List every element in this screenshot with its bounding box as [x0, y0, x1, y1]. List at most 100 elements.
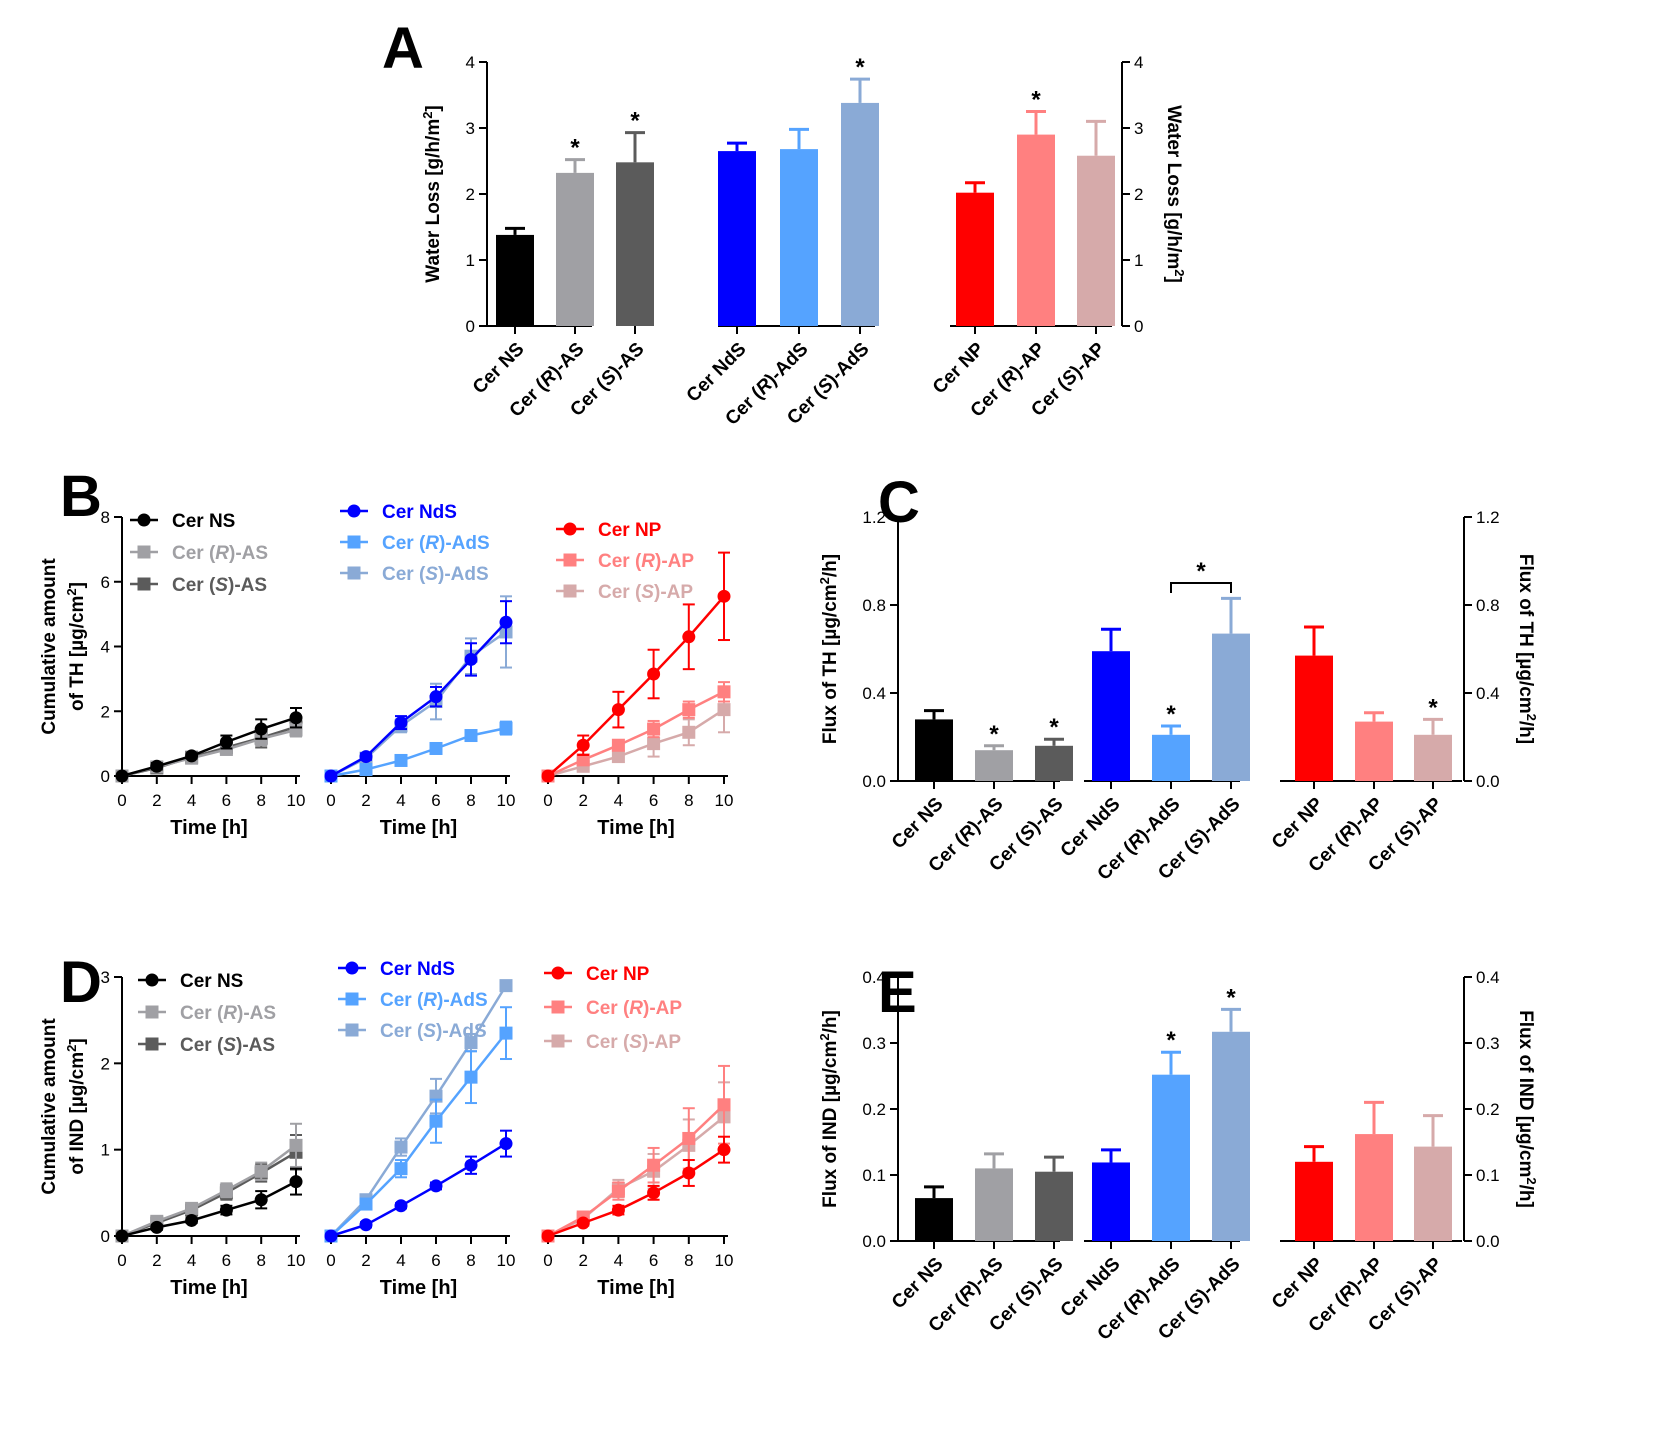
x-tick-label: 4 [614, 1251, 623, 1270]
significance-star-cer-s-ap: * [1428, 694, 1438, 721]
x-tick-label: 4 [187, 1251, 196, 1270]
x-tick-label: 10 [287, 791, 306, 810]
x-tick-label: 0 [117, 791, 126, 810]
data-point-cer-ns [219, 735, 233, 749]
bar-cer-np [1295, 655, 1333, 781]
y-axis-title: Flux of TH [µg/cm2/h] [817, 554, 842, 744]
bar-cer-r-as [975, 750, 1013, 781]
data-point-cer-r-ap [611, 1184, 625, 1198]
bar-cer-r-ads [780, 149, 818, 326]
data-point-cer-r-ap [717, 1098, 731, 1112]
legend-marker-cer-s-as [137, 577, 151, 591]
data-point-cer-s-ads [464, 1036, 478, 1050]
data-point-cer-np [576, 1216, 590, 1230]
data-point-cer-ns [254, 1193, 268, 1207]
x-tick-label: 0 [543, 1251, 552, 1270]
y-tick-label-right: 2 [1134, 185, 1143, 204]
series-line-cer-ns [121, 716, 297, 778]
y-tick-label-right: 0.2 [1476, 1100, 1500, 1119]
x-tick-label: 6 [649, 1251, 658, 1270]
legend-label-cer-s-as: Cer (S)-AS [172, 575, 267, 596]
x-tick-label: 6 [222, 791, 231, 810]
legend-marker-cer-s-ads [345, 1023, 359, 1037]
data-point-cer-s-ap [682, 725, 696, 739]
y-axis-title-line2: of TH [µg/cm2] [64, 582, 89, 711]
bar-cer-s-ap [1077, 155, 1115, 326]
bar-cer-np [1295, 1161, 1333, 1241]
x-tick-label: 2 [578, 791, 587, 810]
data-point-cer-ns [185, 1213, 199, 1227]
series-line-cer-nds [330, 621, 507, 778]
y-tick-label-right: 1 [1134, 251, 1143, 270]
legend-marker-cer-ns [137, 513, 151, 527]
data-point-cer-r-ads [499, 721, 513, 735]
series-line-cer-nds [330, 1142, 507, 1238]
data-point-cer-r-as [219, 1183, 233, 1197]
x-axis-title: Time [h] [170, 817, 247, 839]
y-tick-label-right: 0.3 [1476, 1034, 1500, 1053]
significance-star-cer-r-ads: * [1166, 1027, 1176, 1054]
data-point-cer-nds [359, 1218, 373, 1232]
data-point-cer-nds [394, 1199, 408, 1213]
data-point-cer-ns [150, 1220, 164, 1234]
significance-star-cer-r-as: * [570, 135, 580, 162]
bar-cer-r-as [975, 1168, 1013, 1241]
x-tick-label: 8 [256, 791, 265, 810]
bar-cer-r-ads [1152, 1074, 1190, 1241]
data-point-cer-r-ads [394, 753, 408, 767]
legend-label-cer-ns: Cer NS [180, 971, 243, 992]
y-tick-label: 2 [101, 1054, 110, 1073]
y-tick-label-right: 1.2 [1476, 508, 1500, 527]
y-tick-label: 8 [101, 508, 110, 527]
legend-marker-cer-nds [347, 504, 361, 518]
x-tick-label: 4 [614, 791, 623, 810]
y-tick-label-left: 2 [466, 185, 475, 204]
y-tick-label-left: 0.1 [862, 1166, 886, 1185]
data-point-cer-np [576, 738, 590, 752]
x-axis-title: Time [h] [597, 817, 674, 839]
y-axis-title-right: Flux of IND [µg/cm2/h] [1515, 1010, 1540, 1208]
panel-label-d: D [60, 950, 102, 1015]
legend-label-cer-s-ap: Cer (S)-AP [598, 582, 693, 603]
data-point-cer-nds [359, 750, 373, 764]
category-label-cer-ns: Cer NS [469, 339, 529, 399]
x-tick-label: 0 [326, 1251, 335, 1270]
data-point-cer-nds [464, 652, 478, 666]
data-point-cer-r-ads [429, 1114, 443, 1128]
data-point-cer-r-ap [682, 1131, 696, 1145]
legend-marker-cer-nds [345, 961, 359, 975]
data-point-cer-ns [219, 1203, 233, 1217]
data-point-cer-np [541, 1229, 555, 1243]
data-point-cer-nds [429, 1179, 443, 1193]
series-line-cer-r-as [121, 1144, 297, 1238]
x-tick-label: 2 [361, 791, 370, 810]
y-tick-label-right: 4 [1134, 53, 1143, 72]
x-axis-title: Time [h] [380, 1277, 457, 1299]
series-line-cer-r-ap [547, 690, 725, 778]
bar-cer-r-ap [1355, 1134, 1393, 1241]
legend-label-cer-np: Cer NP [586, 964, 650, 985]
bar-cer-np [956, 192, 994, 326]
x-tick-label: 4 [187, 791, 196, 810]
data-point-cer-np [647, 1186, 661, 1200]
legend-label-cer-np: Cer NP [598, 520, 662, 541]
x-axis-title: Time [h] [380, 817, 457, 839]
data-point-cer-np [717, 589, 731, 603]
bar-cer-s-as [616, 162, 654, 326]
data-point-cer-ns [289, 711, 303, 725]
y-tick-label-right: 0.4 [1476, 968, 1500, 987]
y-axis-title-right: Water Loss [g/h/m2] [1163, 105, 1188, 283]
x-tick-label: 0 [326, 791, 335, 810]
legend-marker-cer-s-ap [563, 584, 577, 598]
x-tick-label: 10 [497, 791, 516, 810]
data-point-cer-np [611, 703, 625, 717]
category-label-cer-np: Cer NP [1268, 1253, 1328, 1313]
legend-marker-cer-s-as [145, 1037, 159, 1051]
y-axis-title-right: Flux of TH [µg/cm2/h] [1515, 554, 1540, 744]
legend-marker-cer-r-ads [345, 992, 359, 1006]
category-label-cer-ns: Cer NS [888, 1254, 948, 1314]
chart-b-cumulative-th: 0 2 4 6 8 Cumulative amount of TH [µg/cm2] 0 2 4 6… [39, 502, 733, 839]
data-point-cer-ns [254, 722, 268, 736]
data-point-cer-r-ads [499, 1026, 513, 1040]
bar-cer-nds [718, 151, 756, 326]
